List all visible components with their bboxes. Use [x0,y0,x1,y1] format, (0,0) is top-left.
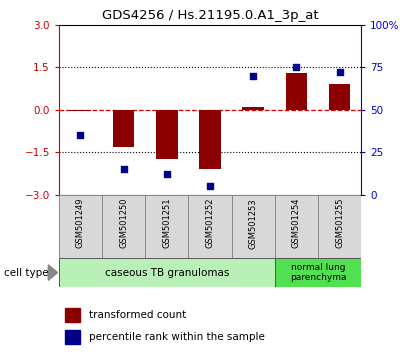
Text: GSM501255: GSM501255 [335,198,344,249]
Bar [156,110,178,159]
Point [163,171,170,177]
Bar [275,258,361,287]
Text: normal lung
parenchyma: normal lung parenchyma [290,263,346,282]
Point [336,69,343,75]
Bar [65,308,80,322]
Bar [329,84,350,110]
Bar [65,330,80,343]
Bar [70,110,91,111]
Text: GDS4256 / Hs.21195.0.A1_3p_at: GDS4256 / Hs.21195.0.A1_3p_at [102,9,318,22]
Point [77,132,84,138]
Bar [59,195,102,258]
Bar [189,195,231,258]
Bar [102,195,145,258]
Text: GSM501253: GSM501253 [249,198,258,249]
Bar [113,110,134,147]
Text: GSM501249: GSM501249 [76,198,85,249]
Bar [231,195,275,258]
Bar [199,110,221,169]
Point [120,166,127,172]
Text: percentile rank within the sample: percentile rank within the sample [89,332,265,342]
Bar [59,258,275,287]
Bar [242,107,264,110]
Text: caseous TB granulomas: caseous TB granulomas [105,268,229,278]
Point [250,73,257,79]
Text: GSM501251: GSM501251 [162,198,171,249]
Point [293,64,300,70]
Bar [275,195,318,258]
Bar [318,195,361,258]
Bar [145,195,189,258]
Bar [286,73,307,110]
Text: GSM501252: GSM501252 [205,198,215,249]
Point [207,183,213,189]
Text: transformed count: transformed count [89,310,186,320]
Text: GSM501250: GSM501250 [119,198,128,249]
Polygon shape [48,265,58,280]
Text: cell type: cell type [4,268,49,278]
Text: GSM501254: GSM501254 [292,198,301,249]
